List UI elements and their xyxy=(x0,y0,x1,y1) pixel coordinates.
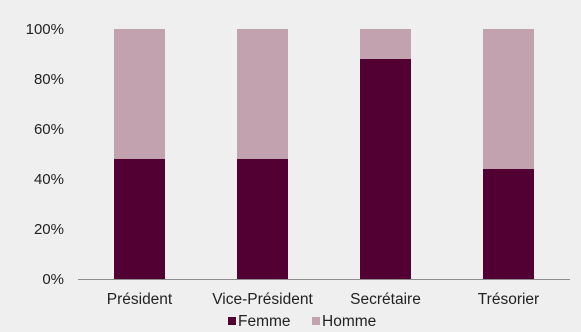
x-category-label: Président xyxy=(107,291,173,308)
y-tick-label: 20% xyxy=(34,221,64,238)
bar-femme-3 xyxy=(483,169,534,279)
bar-homme-1 xyxy=(237,29,288,159)
bar-homme-2 xyxy=(360,29,411,59)
bar-homme-3 xyxy=(483,29,534,169)
bar-homme-0 xyxy=(114,29,165,159)
y-tick-label: 60% xyxy=(34,121,64,138)
legend-swatch-femme xyxy=(228,317,236,325)
x-category-label: Trésorier xyxy=(478,291,539,308)
legend-label-homme: Homme xyxy=(322,313,376,330)
legend-label-femme: Femme xyxy=(238,313,291,330)
bar-femme-0 xyxy=(114,159,165,279)
y-tick-label: 80% xyxy=(34,71,64,88)
y-tick-label: 40% xyxy=(34,171,64,188)
legend: Femme Homme xyxy=(228,313,376,330)
y-tick-label: 0% xyxy=(42,271,64,288)
y-tick-label: 100% xyxy=(26,21,64,38)
x-axis-category-labels: Président Vice-Président Secrétaire Trésori… xyxy=(107,291,539,308)
y-axis-tick-labels: 0% 20% 40% 60% 80% 100% xyxy=(26,21,64,288)
x-category-label: Secrétaire xyxy=(350,291,421,308)
bar-femme-2 xyxy=(360,59,411,279)
x-category-label: Vice-Président xyxy=(212,291,313,308)
legend-swatch-homme xyxy=(312,317,320,325)
bars-group xyxy=(114,29,534,279)
bar-femme-1 xyxy=(237,159,288,279)
